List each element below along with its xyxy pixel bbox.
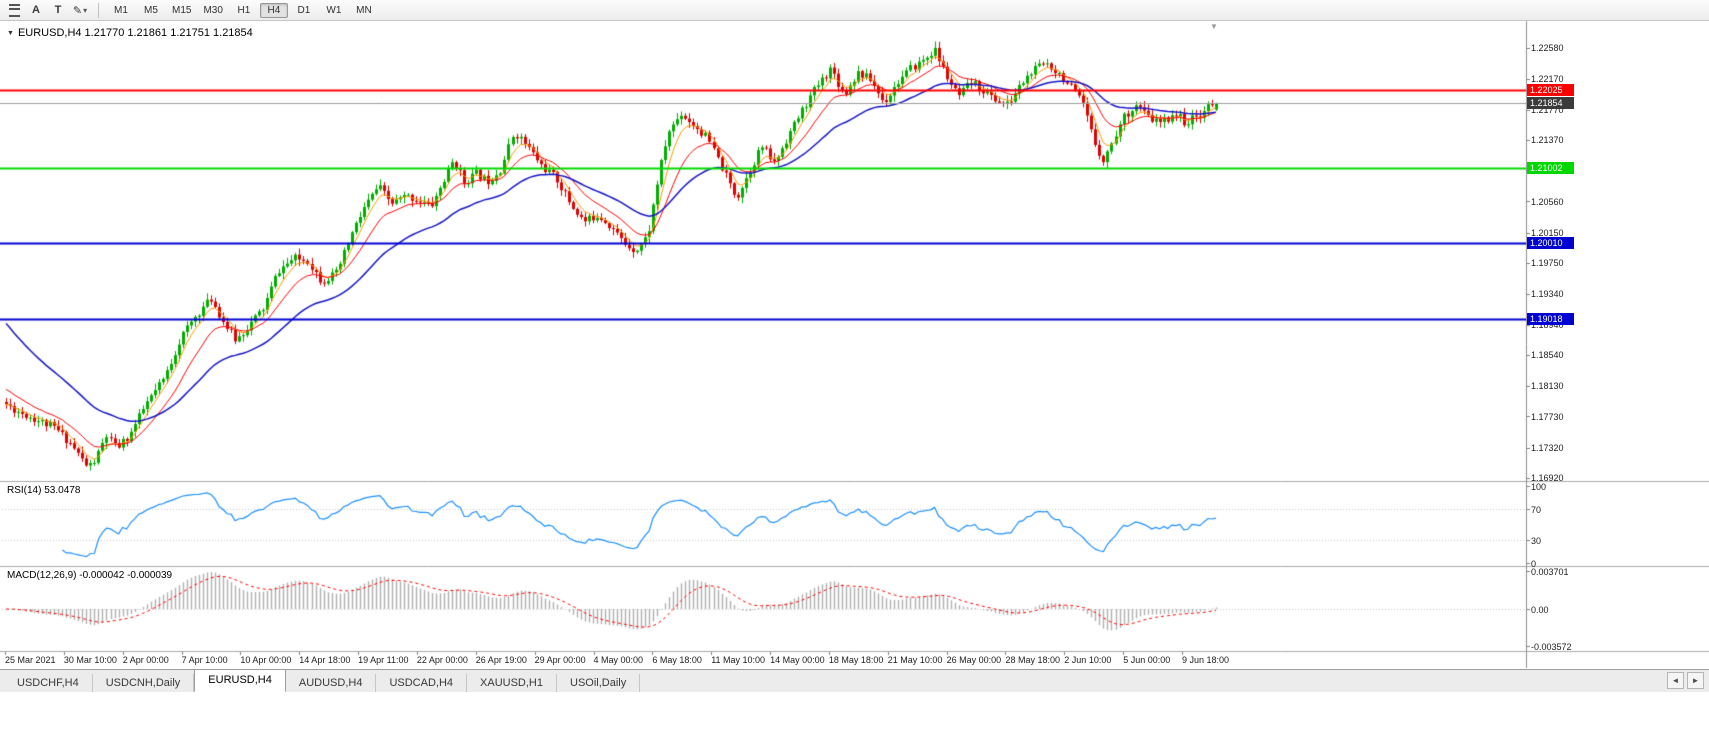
rsi-level-label: 100 <box>1531 482 1547 492</box>
chart-title-text: EURUSD,H4 1.21770 1.21861 1.21751 1.2185… <box>17 27 253 39</box>
time-axis-label: 9 Jun 18:00 <box>1182 655 1230 665</box>
chart-tabs: USDCHF,H4 USDCNH,Daily EURUSD,H4 AUDUSD,H4 U… <box>0 669 1662 692</box>
timeframe-button-d1[interactable]: D1 <box>297 4 311 16</box>
rsi-level-label: 70 <box>1531 505 1542 516</box>
time-axis-label: 2 Apr 00:00 <box>122 655 169 665</box>
chart-tab-eurusd[interactable]: EURUSD,H4 <box>194 669 286 692</box>
timeframe-button-m5[interactable]: M5 <box>144 4 158 16</box>
time-axis-label: 7 Apr 10:00 <box>181 655 228 665</box>
chart-tab-usdcad[interactable]: USDCAD,H4 <box>376 674 468 692</box>
price-axis-label: 1.19340 <box>1531 289 1564 300</box>
price-axis-label: 1.22170 <box>1531 74 1564 85</box>
timeframe-buttons: M1 M5 M15 M30 H1 H4 D1 W1 MN <box>106 2 379 18</box>
chart-tab-usdchf[interactable]: USDCHF,H4 <box>4 674 93 692</box>
timeframe-button-h1[interactable]: H1 <box>237 4 251 16</box>
pencil-icon: ✎ <box>72 4 83 17</box>
time-axis-label: 6 May 18:00 <box>652 655 702 665</box>
macd-level-label: 0.00 <box>1531 605 1549 615</box>
time-axis-label: 30 Mar 10:00 <box>63 655 117 665</box>
rsi-level-label: 0 <box>1531 559 1537 569</box>
tabs-scroll-right-icon[interactable]: ► <box>1687 672 1704 689</box>
time-axis-label: 19 Apr 11:00 <box>358 655 409 665</box>
price-axis-label: 1.20150 <box>1531 227 1564 238</box>
price-axis-label: 1.20560 <box>1531 196 1564 207</box>
hline-price-badge[interactable]: 1.19018 <box>1527 312 1574 325</box>
price-axis-label: 1.17320 <box>1531 442 1564 453</box>
price-axis-label: 1.22580 <box>1531 43 1564 53</box>
symbol-dropdown-icon[interactable]: ▼ <box>7 29 14 37</box>
time-axis-label: 29 Apr 00:00 <box>534 655 586 665</box>
price-axis-label: 1.18540 <box>1531 349 1564 360</box>
price-axis-label: 1.21370 <box>1531 134 1564 145</box>
price-axis-label: 1.19750 <box>1531 258 1564 268</box>
time-axis-label: 14 May 00:00 <box>770 655 825 665</box>
macd-level-label: -0.003572 <box>1531 641 1572 652</box>
time-axis-label: 5 Jun 00:00 <box>1123 655 1171 665</box>
hline-price-badge[interactable]: 1.20010 <box>1527 237 1574 250</box>
time-axis-label: 10 Apr 00:00 <box>240 655 292 665</box>
price-axis-label: 1.16920 <box>1531 473 1564 483</box>
cursor-tool-icon[interactable]: A <box>32 4 40 16</box>
time-axis-label: 21 May 10:00 <box>887 655 943 665</box>
timeframe-button-m15[interactable]: M15 <box>172 4 192 16</box>
price-axis-label: 1.18130 <box>1531 381 1564 392</box>
time-axis-label: 26 Apr 19:00 <box>475 655 527 665</box>
chart-tab-usdcnh[interactable]: USDCNH,Daily <box>93 674 195 692</box>
time-axis-label: 2 Jun 10:00 <box>1064 655 1112 665</box>
time-axis-label: 28 May 18:00 <box>1005 655 1061 665</box>
time-axis-label: 25 Mar 2021 <box>5 655 56 665</box>
chart-title: ▼ EURUSD,H4 1.21770 1.21861 1.21751 1.21… <box>7 27 253 39</box>
chart-tab-xauusd[interactable]: XAUUSD,H1 <box>467 674 557 692</box>
macd-level-label: 0.003701 <box>1531 567 1569 577</box>
time-axis-label: 4 May 00:00 <box>593 655 644 665</box>
hamburger-icon[interactable] <box>4 2 24 19</box>
timeframe-button-h4[interactable]: H4 <box>259 2 288 18</box>
tabs-scroll-left-icon[interactable]: ◄ <box>1667 672 1684 689</box>
time-axis-label: 18 May 18:00 <box>828 655 884 665</box>
current-price-badge: 1.21854 <box>1527 97 1574 110</box>
chart-tabbar: USDCHF,H4 USDCNH,Daily EURUSD,H4 AUDUSD,H4 U… <box>0 669 1709 692</box>
chart-tab-usoil[interactable]: USOil,Daily <box>557 674 641 692</box>
toolbar-separator <box>98 2 99 18</box>
chart-tab-audusd[interactable]: AUDUSD,H4 <box>286 674 377 692</box>
price-axis-label: 1.21770 <box>1531 104 1564 115</box>
text-tool-icon[interactable]: T <box>54 4 62 16</box>
tab-scroll-arrows: ◄ ► <box>1662 672 1709 692</box>
time-axis-label: 22 Apr 00:00 <box>416 655 468 665</box>
draw-tool-icon[interactable]: ✎ ▾ <box>70 2 90 19</box>
timeframe-button-w1[interactable]: W1 <box>326 4 342 16</box>
timeframe-button-mn[interactable]: MN <box>356 4 372 16</box>
time-axis-label: 11 May 10:00 <box>711 655 766 665</box>
timeframe-button-m30[interactable]: M30 <box>203 4 223 16</box>
chart-toolbar: A T ✎ ▾ M1 M5 M15 M30 H1 H4 D1 W1 MN <box>0 0 1709 21</box>
time-axis-label: 14 Apr 18:00 <box>299 655 351 665</box>
chart-shift-marker-icon[interactable]: ▼ <box>1210 22 1218 31</box>
price-axis-label: 1.17730 <box>1531 411 1564 422</box>
rsi-level-label: 30 <box>1531 535 1542 546</box>
time-axis-label: 26 May 00:00 <box>946 655 1002 665</box>
timeframe-button-m1[interactable]: M1 <box>114 4 128 16</box>
hline-price-badge[interactable]: 1.22025 <box>1527 84 1574 97</box>
rsi-indicator-label: RSI(14) 53.0478 <box>7 485 81 496</box>
macd-indicator-label: MACD(12,26,9) -0.000042 -0.000039 <box>7 570 173 581</box>
dropdown-arrow-icon: ▾ <box>83 5 88 15</box>
hline-price-badge[interactable]: 1.21002 <box>1527 161 1574 174</box>
